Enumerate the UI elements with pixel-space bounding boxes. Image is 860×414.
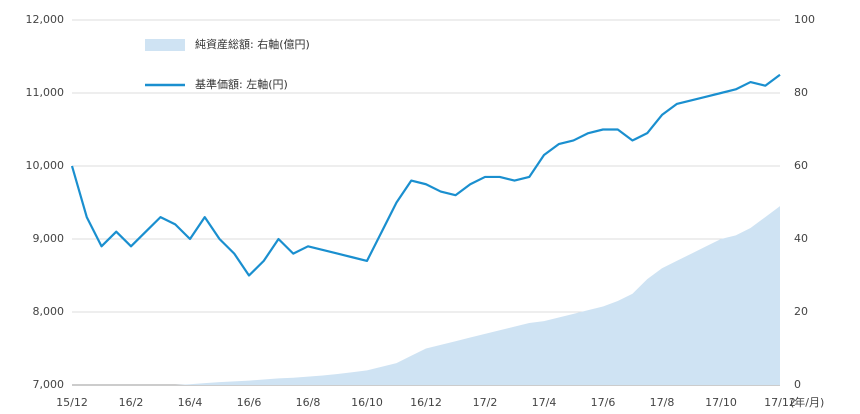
plot bbox=[70, 73, 781, 385]
x-unit-label: (年/月) bbox=[790, 395, 824, 409]
legend-swatch bbox=[145, 39, 185, 51]
x-tick-label: 17/12 bbox=[764, 396, 796, 409]
x-tick-label: 17/8 bbox=[650, 396, 675, 409]
x-tick-label: 16/10 bbox=[351, 396, 383, 409]
y-tick-label: 7,000 bbox=[33, 378, 65, 391]
x-tick-label: 16/4 bbox=[178, 396, 203, 409]
y-tick-label: 10,000 bbox=[26, 159, 65, 172]
legend-label: 基準価額: 左軸(円) bbox=[195, 77, 288, 91]
x-tick-label: 16/6 bbox=[237, 396, 262, 409]
line bbox=[70, 73, 781, 277]
y-tick-label: 9,000 bbox=[33, 232, 65, 245]
x-tick-label: 17/4 bbox=[532, 396, 557, 409]
y2-tick-label: 20 bbox=[794, 305, 808, 318]
x-tick-label: 17/10 bbox=[705, 396, 737, 409]
y2-tick-label: 100 bbox=[794, 13, 815, 26]
y2-tick-label: 0 bbox=[794, 378, 801, 391]
y2-tick-label: 80 bbox=[794, 86, 808, 99]
legend-label: 純資産総額: 右軸(億円) bbox=[195, 37, 310, 51]
x-tick-label: 15/12 bbox=[56, 396, 88, 409]
y-tick-label: 12,000 bbox=[26, 13, 65, 26]
x-tick-label: 16/8 bbox=[296, 396, 321, 409]
legend: 純資産総額: 右軸(億円) 基準価額: 左軸(円) bbox=[145, 37, 310, 91]
y-tick-label: 11,000 bbox=[26, 86, 65, 99]
y2-tick-label: 40 bbox=[794, 232, 808, 245]
x-tick-label: 17/6 bbox=[591, 396, 616, 409]
x-tick-label: 17/2 bbox=[473, 396, 498, 409]
x-tick-label: 16/12 bbox=[410, 396, 442, 409]
y-tick-label: 8,000 bbox=[33, 305, 65, 318]
y2-tick-label: 60 bbox=[794, 159, 808, 172]
area bbox=[72, 206, 780, 385]
x-tick-label: 16/2 bbox=[119, 396, 144, 409]
